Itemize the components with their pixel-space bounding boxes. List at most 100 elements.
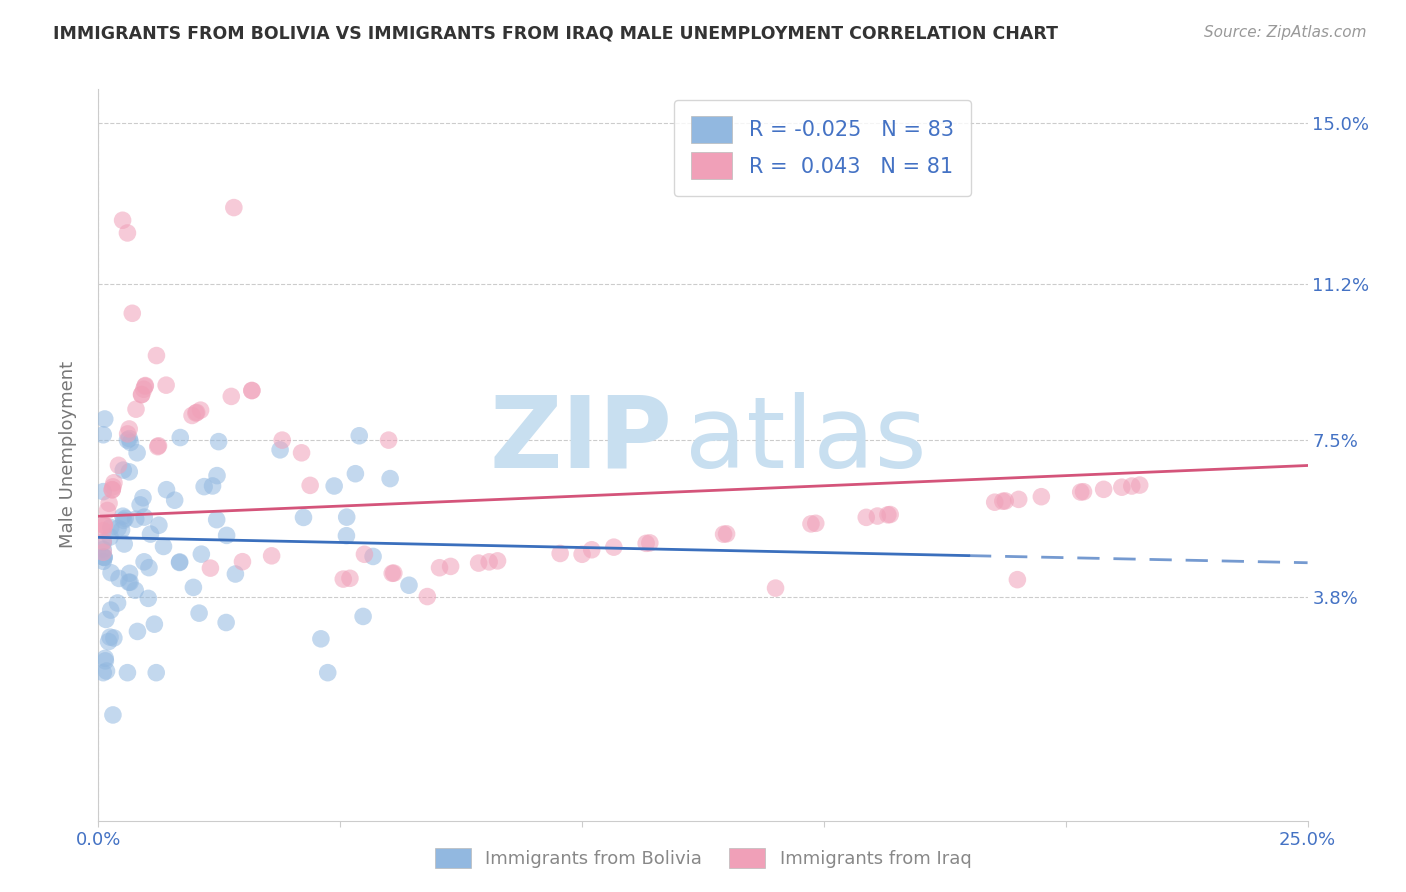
Point [190,403,212,417]
Point [269,442,291,457]
Point [112,537,135,551]
Point [1031,490,1053,504]
Point [876,508,898,522]
Point [136,591,159,606]
Point [94,412,117,426]
Point [1111,480,1133,494]
Point [193,480,215,494]
Point [125,402,148,417]
Point [98,630,121,644]
Point [205,513,228,527]
Point [200,561,222,575]
Point [222,201,245,215]
Text: atlas: atlas [685,392,927,489]
Point [361,549,384,564]
Point [93,517,115,532]
Text: IMMIGRANTS FROM BOLIVIA VS IMMIGRANTS FROM IRAQ MALE UNEMPLOYMENT CORRELATION CH: IMMIGRANTS FROM BOLIVIA VS IMMIGRANTS FR… [53,25,1059,43]
Point [186,405,208,419]
Point [148,439,170,453]
Point [1073,484,1095,499]
Point [377,433,399,447]
Point [716,526,738,541]
Point [101,483,124,497]
Point [129,498,152,512]
Point [131,387,153,401]
Point [93,549,115,564]
Point [94,612,117,626]
Point [97,634,120,648]
Point [93,518,115,533]
Point [260,549,283,563]
Point [118,575,141,590]
Point [117,226,139,240]
Point [94,651,117,665]
Point [91,535,114,549]
Point [190,547,212,561]
Point [219,389,242,403]
Point [120,435,142,450]
Point [188,606,211,620]
Point [378,472,401,486]
Y-axis label: Male Unemployment: Male Unemployment [59,361,77,549]
Point [121,306,143,320]
Point [94,654,117,668]
Point [240,384,263,398]
Point [207,434,229,449]
Point [240,384,263,398]
Point [98,530,121,544]
Point [478,555,501,569]
Point [145,665,167,680]
Point [571,547,593,561]
Point [127,624,149,639]
Point [91,665,114,680]
Point [103,631,125,645]
Point [118,566,141,581]
Point [108,571,131,585]
Point [138,560,160,574]
Point [169,555,191,569]
Point [292,510,315,524]
Point [439,559,461,574]
Point [100,566,122,580]
Point [352,609,374,624]
Point [1092,483,1115,497]
Point [155,483,177,497]
Point [467,556,489,570]
Point [290,446,312,460]
Text: ZIP: ZIP [489,392,672,489]
Point [107,458,129,473]
Point [398,578,420,592]
Point [866,509,889,524]
Point [548,546,571,560]
Point [344,467,367,481]
Point [91,427,114,442]
Point [146,440,169,454]
Point [125,512,148,526]
Point [1007,573,1029,587]
Point [309,632,332,646]
Point [299,478,322,492]
Point [98,496,121,510]
Point [96,664,118,678]
Point [713,527,735,541]
Point [148,518,170,533]
Point [101,480,124,494]
Point [1121,479,1143,493]
Point [91,534,114,549]
Point [112,513,135,527]
Point [855,510,877,524]
Point [349,429,371,443]
Point [332,572,354,586]
Point [323,479,346,493]
Point [581,542,603,557]
Point [983,495,1005,509]
Point [1129,478,1152,492]
Point [143,617,166,632]
Point [118,465,141,479]
Point [120,575,142,590]
Point [118,422,141,436]
Point [100,520,122,534]
Point [107,521,129,535]
Point [127,446,149,460]
Point [111,213,134,227]
